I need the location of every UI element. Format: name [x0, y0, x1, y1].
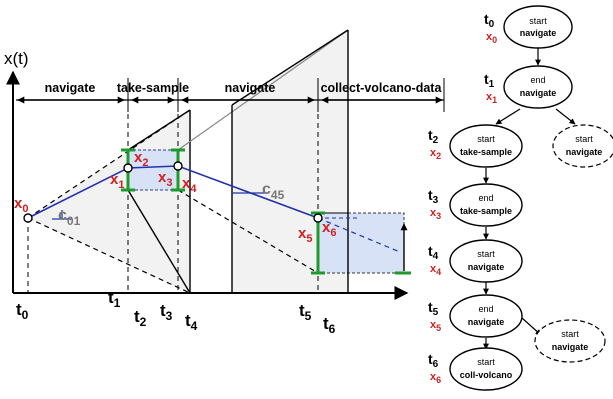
- state-label-1: x1: [110, 171, 124, 191]
- svg-text:t2: t2: [428, 127, 439, 146]
- state-label-0: x0: [14, 195, 28, 215]
- svg-text:start: start: [477, 357, 495, 367]
- svg-text:t0: t0: [484, 11, 495, 30]
- graph-node-0: start navigate t0 x0: [484, 5, 573, 49]
- graph-node-4: start navigate t4 x4: [428, 239, 523, 283]
- svg-text:x2: x2: [430, 147, 441, 161]
- action-label-navigate-2: navigate: [225, 81, 276, 95]
- action-timeline: [12, 78, 445, 112]
- cone2-upper-gray: [177, 29, 349, 151]
- time-label-4: t4: [185, 311, 198, 333]
- svg-text:navigate: navigate: [520, 28, 557, 38]
- svg-text:start: start: [477, 249, 495, 259]
- svg-text:coll-volcano: coll-volcano: [460, 370, 513, 380]
- svg-text:x1: x1: [486, 91, 497, 105]
- slope-label-c01: c01: [58, 207, 81, 228]
- svg-text:end: end: [478, 304, 493, 314]
- state-label-5: x5: [298, 225, 312, 245]
- time-label-6: t6: [323, 314, 336, 336]
- time-labels: t0 t1 t2 t3 t4 t5 t6: [16, 288, 336, 336]
- state-labels: x0 x1 x2 x3 x4 x5 x6: [14, 149, 336, 245]
- time-label-5: t5: [299, 301, 312, 323]
- edge-1-2: [495, 108, 521, 125]
- trajectory: [27, 165, 319, 219]
- interval-bars: [121, 148, 411, 275]
- svg-text:navigate: navigate: [552, 342, 589, 352]
- graph-node-alt-1: start navigate: [552, 124, 613, 168]
- svg-text:start: start: [529, 16, 547, 26]
- y-axis-label: x(t): [4, 49, 29, 68]
- action-label-navigate-1: navigate: [45, 81, 96, 95]
- svg-text:take-sample: take-sample: [460, 206, 512, 216]
- cone-upper-solid: [127, 109, 191, 151]
- time-label-2: t2: [134, 307, 147, 329]
- svg-text:x6: x6: [430, 371, 441, 385]
- slope-label-c45: c45: [262, 181, 285, 202]
- graph-node-5: end navigate t5 x5: [428, 294, 523, 338]
- state-point-0: [23, 213, 33, 223]
- svg-text:end: end: [478, 193, 493, 203]
- volcano-region: [317, 212, 405, 274]
- state-label-2: x2: [134, 149, 148, 169]
- svg-text:navigate: navigate: [468, 317, 505, 327]
- svg-text:start: start: [575, 134, 593, 144]
- cone-lower-solid: [127, 189, 191, 294]
- svg-text:x0: x0: [486, 31, 497, 45]
- state-time-plot: x(t) navigate take-sample navigate colle…: [4, 29, 445, 336]
- svg-text:x3: x3: [430, 207, 441, 221]
- state-point-1: [123, 163, 133, 173]
- svg-text:navigate: navigate: [520, 88, 557, 98]
- cone2-lower-dashed: [177, 189, 319, 274]
- svg-text:navigate: navigate: [468, 262, 505, 272]
- action-label-take-sample: take-sample: [117, 81, 189, 95]
- state-label-4: x4: [182, 175, 197, 195]
- graph-node-2: start take-sample t2 x2: [428, 124, 523, 168]
- graph-node-3: end take-sample t3 x3: [428, 183, 523, 227]
- state-label-3: x3: [158, 169, 172, 189]
- edge-1-alt1: [555, 108, 576, 125]
- time-label-1: t1: [108, 288, 121, 310]
- action-label-collect-volcano-data: collect-volcano-data: [321, 81, 443, 95]
- cone-lower-dashed: [27, 217, 191, 294]
- svg-text:t6: t6: [428, 351, 439, 370]
- time-label-3: t3: [160, 301, 173, 323]
- trajectory-extension: [317, 217, 401, 253]
- cone2-upper-solid: [231, 29, 349, 106]
- state-point-5: [313, 213, 323, 223]
- graph-node-alt-2: start navigate: [534, 319, 606, 363]
- state-label-6: x6: [322, 219, 336, 239]
- svg-text:t5: t5: [428, 299, 439, 318]
- plan-graph: start navigate t0 x0 end navigate t1 x1 …: [428, 5, 613, 391]
- svg-text:x5: x5: [430, 319, 441, 333]
- graph-node-6: start coll-volcano t6 x6: [428, 347, 523, 391]
- svg-text:x4: x4: [430, 263, 441, 277]
- svg-text:start: start: [477, 134, 495, 144]
- svg-text:t1: t1: [484, 71, 495, 90]
- svg-text:navigate: navigate: [566, 147, 603, 157]
- svg-text:t3: t3: [428, 187, 439, 206]
- svg-text:end: end: [530, 75, 545, 85]
- state-point-3: [173, 161, 183, 171]
- svg-text:start: start: [561, 329, 579, 339]
- graph-node-1: end navigate t1 x1: [484, 65, 573, 109]
- svg-text:t4: t4: [428, 243, 439, 262]
- time-label-0: t0: [16, 300, 29, 322]
- svg-text:take-sample: take-sample: [460, 147, 512, 157]
